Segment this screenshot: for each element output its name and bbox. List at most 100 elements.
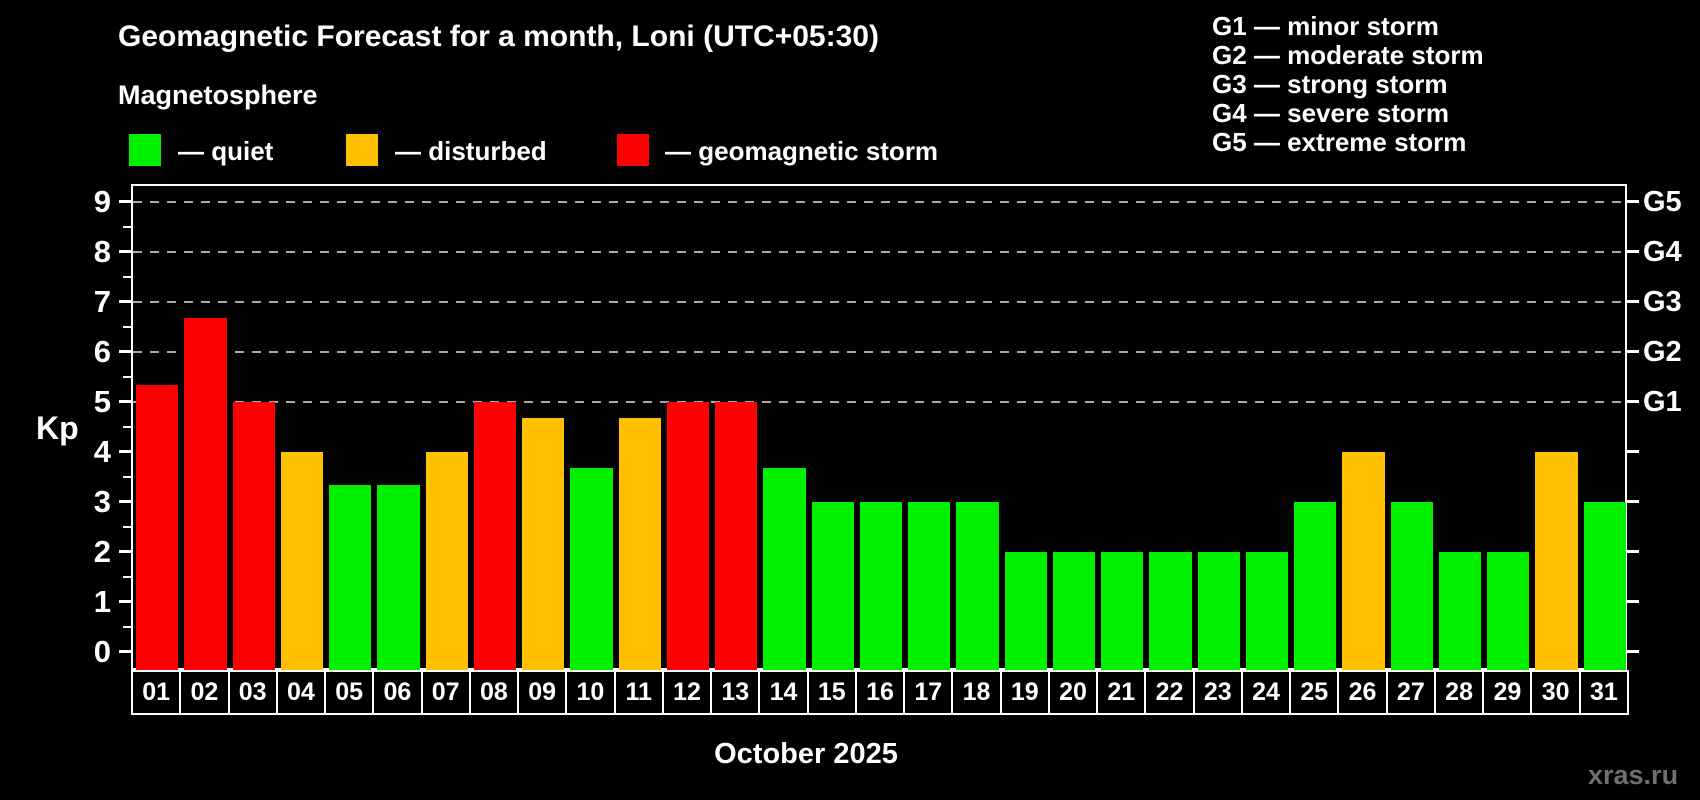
kp-bar-day-16	[859, 501, 903, 670]
x-axis-title: October 2025	[714, 738, 898, 770]
y-axis-tick-label-8: 8	[93, 233, 111, 269]
day-box-21: 21	[1096, 670, 1145, 715]
day-box-14: 14	[758, 670, 807, 715]
y-axis-minor-tick	[123, 275, 131, 278]
y-axis-tick-label-1: 1	[93, 583, 111, 619]
kp-bar-day-18	[956, 501, 999, 670]
y-axis-minor-tick	[123, 525, 131, 528]
kp-bar-day-21	[1101, 551, 1144, 670]
kp-bar-day-11	[618, 418, 661, 670]
day-box-05: 05	[324, 670, 373, 715]
day-box-29: 29	[1482, 670, 1531, 715]
kp-bar-day-25	[1294, 501, 1337, 670]
y-axis-major-tick-7	[119, 300, 131, 303]
y-axis-tick-label-7: 7	[93, 283, 111, 319]
kp-bar-day-28	[1438, 551, 1482, 670]
day-box-27: 27	[1385, 670, 1434, 715]
day-box-01: 01	[131, 670, 180, 715]
kp-bar-day-27	[1390, 501, 1433, 670]
right-axis-tick-6	[1627, 350, 1639, 353]
day-box-15: 15	[806, 670, 855, 715]
right-axis-tick-8	[1627, 250, 1639, 253]
y-axis-major-tick-3	[119, 500, 131, 503]
kp-bar-day-19	[1004, 551, 1047, 670]
day-box-12: 12	[661, 670, 711, 715]
chart-subtitle: Magnetosphere	[118, 80, 318, 110]
y-axis-minor-tick	[123, 475, 131, 478]
disturbed-color-swatch	[346, 134, 378, 166]
kp-bar-day-30	[1535, 451, 1578, 670]
kp-bar-day-08	[473, 401, 517, 670]
day-box-07: 07	[420, 670, 469, 715]
g1-legend-line: G1 — minor storm	[1212, 11, 1439, 41]
kp-bar-day-05	[329, 485, 372, 670]
right-axis-tick-9	[1627, 200, 1639, 203]
day-box-08: 08	[468, 670, 518, 715]
day-box-06: 06	[372, 670, 421, 715]
gridline-kp9	[133, 200, 1625, 203]
g-level-label-g5: G5	[1643, 185, 1682, 218]
disturbed-legend-label: — disturbed	[395, 136, 547, 166]
kp-bar-day-15	[811, 501, 854, 670]
y-axis-title: Kp	[36, 410, 79, 446]
kp-bar-day-24	[1245, 551, 1289, 670]
right-axis-tick-3	[1627, 500, 1639, 503]
right-axis-tick-1	[1627, 600, 1639, 603]
y-axis-major-tick-2	[119, 550, 131, 553]
kp-bar-day-12	[666, 401, 710, 670]
y-axis-minor-tick	[123, 325, 131, 328]
day-box-20: 20	[1047, 670, 1097, 715]
kp-bar-day-29	[1487, 551, 1530, 670]
day-box-30: 30	[1530, 670, 1579, 715]
storm-legend-label: — geomagnetic storm	[665, 136, 939, 166]
kp-bar-day-20	[1052, 551, 1096, 670]
gridline-kp6	[133, 350, 1625, 353]
right-axis-tick-4	[1627, 450, 1639, 453]
day-box-16: 16	[854, 670, 904, 715]
day-box-11: 11	[613, 670, 662, 715]
y-axis-tick-label-9: 9	[93, 183, 111, 219]
kp-bar-day-09	[522, 418, 565, 670]
day-box-02: 02	[179, 670, 228, 715]
day-box-22: 22	[1144, 670, 1193, 715]
kp-bar-day-23	[1197, 551, 1240, 670]
day-box-26: 26	[1337, 670, 1386, 715]
day-box-25: 25	[1289, 670, 1338, 715]
day-box-28: 28	[1433, 670, 1483, 715]
kp-bar-day-13	[715, 401, 758, 670]
y-axis-minor-tick	[123, 225, 131, 228]
kp-bar-day-02	[184, 318, 227, 670]
kp-bar-day-06	[377, 485, 420, 670]
gridline-kp7	[133, 300, 1625, 303]
kp-bar-day-14	[763, 468, 806, 670]
y-axis-tick-label-4: 4	[93, 433, 111, 469]
day-box-31: 31	[1578, 670, 1629, 715]
y-axis-tick-label-0: 0	[93, 633, 111, 669]
kp-bar-day-10	[570, 468, 613, 670]
kp-bar-day-01	[136, 385, 179, 670]
y-axis-major-tick-4	[119, 450, 131, 453]
y-axis-major-tick-5	[119, 400, 131, 403]
watermark: xras.ru	[1588, 760, 1679, 790]
day-box-10: 10	[565, 670, 614, 715]
day-box-18: 18	[951, 670, 1000, 715]
day-box-03: 03	[227, 670, 276, 715]
kp-bar-day-17	[908, 501, 951, 670]
y-axis-tick-label-5: 5	[93, 383, 111, 419]
day-box-13: 13	[710, 670, 759, 715]
chart-title: Geomagnetic Forecast for a month, Loni (…	[118, 20, 879, 53]
g-level-label-g3: G3	[1643, 285, 1682, 318]
y-axis-major-tick-0	[119, 650, 131, 653]
y-axis-tick-label-2: 2	[93, 533, 111, 569]
storm-color-swatch	[617, 134, 649, 166]
g-level-label-g4: G4	[1643, 235, 1682, 268]
g2-legend-line: G2 — moderate storm	[1212, 40, 1484, 70]
right-axis-tick-0	[1627, 650, 1639, 653]
kp-bar-day-31	[1583, 501, 1626, 670]
day-box-23: 23	[1192, 670, 1241, 715]
quiet-legend-label: — quiet	[178, 136, 274, 166]
day-box-19: 19	[999, 670, 1048, 715]
day-box-09: 09	[517, 670, 566, 715]
g5-legend-line: G5 — extreme storm	[1212, 127, 1467, 157]
